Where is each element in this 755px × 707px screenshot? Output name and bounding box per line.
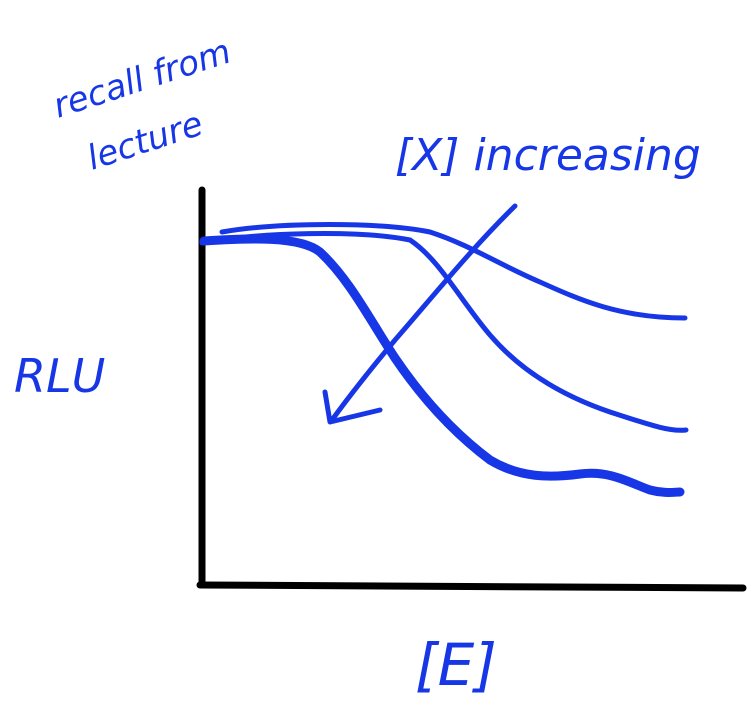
- x-axis-label: [E]: [415, 631, 497, 699]
- x-axis: [196, 581, 747, 592]
- curve-top: [219, 222, 688, 321]
- x-increasing-arrow-shaft: [329, 203, 518, 423]
- x-increasing-annotation: [X] increasing: [395, 130, 701, 181]
- note-recall-from: recall from: [48, 32, 235, 127]
- x-increasing-arrow-head: [322, 389, 383, 425]
- curve-middle: [199, 231, 689, 433]
- note-lecture: lecture: [82, 104, 207, 179]
- y-axis-label: RLU: [14, 349, 105, 403]
- curve-bottom: [199, 234, 685, 497]
